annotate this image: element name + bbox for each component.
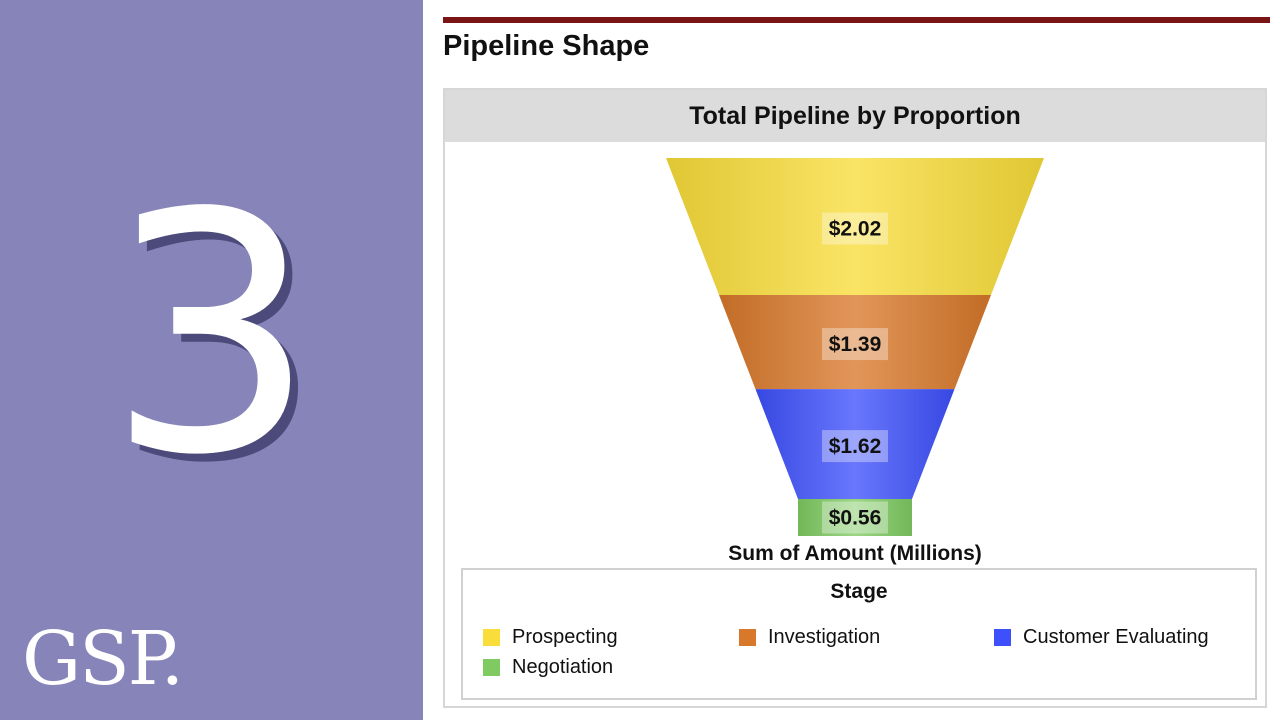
funnel-segment-customer-evaluating	[755, 389, 955, 499]
legend-item: Investigation	[739, 626, 880, 649]
legend-label: Negotiation	[512, 656, 614, 678]
legend-label: Investigation	[768, 626, 881, 648]
legend-item: Negotiation	[483, 656, 613, 679]
data-label: $2.02	[829, 217, 882, 240]
legend-swatch	[994, 629, 1011, 646]
chart-title: Total Pipeline by Proportion	[445, 90, 1265, 142]
legend-swatch	[483, 629, 500, 646]
data-label: $1.39	[829, 333, 882, 356]
legend-item: Prospecting	[483, 626, 618, 649]
value-axis-label: Sum of Amount (Millions)	[728, 542, 982, 565]
data-label-bg	[822, 430, 888, 463]
title-rule	[443, 17, 1270, 23]
legend-label: Customer Evaluating	[1023, 626, 1209, 648]
legend-title: Stage	[830, 580, 888, 603]
funnel-segment-negotiation	[798, 499, 912, 536]
data-label: $0.56	[829, 507, 882, 530]
data-label: $1.62	[829, 435, 882, 458]
data-label-bg	[822, 212, 888, 245]
slide-number: 3	[106, 143, 317, 527]
data-label-bg	[822, 501, 888, 534]
legend-swatch	[483, 659, 500, 676]
chart-panel: $2.02 $1.39 $1.62 $0.56 Sum of Amount (Mill…	[443, 88, 1267, 708]
gsp-logo: GSP.	[22, 616, 184, 702]
left-panel: 3 GSP.	[0, 0, 423, 720]
legend: Stage Prospecting Investigation Customer E…	[461, 568, 1257, 700]
page-title: Pipeline Shape	[443, 30, 650, 62]
data-label-bg	[822, 328, 888, 361]
funnel-chart: $2.02 $1.39 $1.62 $0.56 Sum of Amount (Mill…	[666, 158, 1044, 565]
funnel-segment-prospecting	[666, 158, 1044, 295]
legend-label: Prospecting	[512, 626, 618, 648]
funnel-segment-investigation	[719, 294, 991, 390]
legend-swatch	[739, 629, 756, 646]
legend-item: Customer Evaluating	[994, 626, 1209, 649]
